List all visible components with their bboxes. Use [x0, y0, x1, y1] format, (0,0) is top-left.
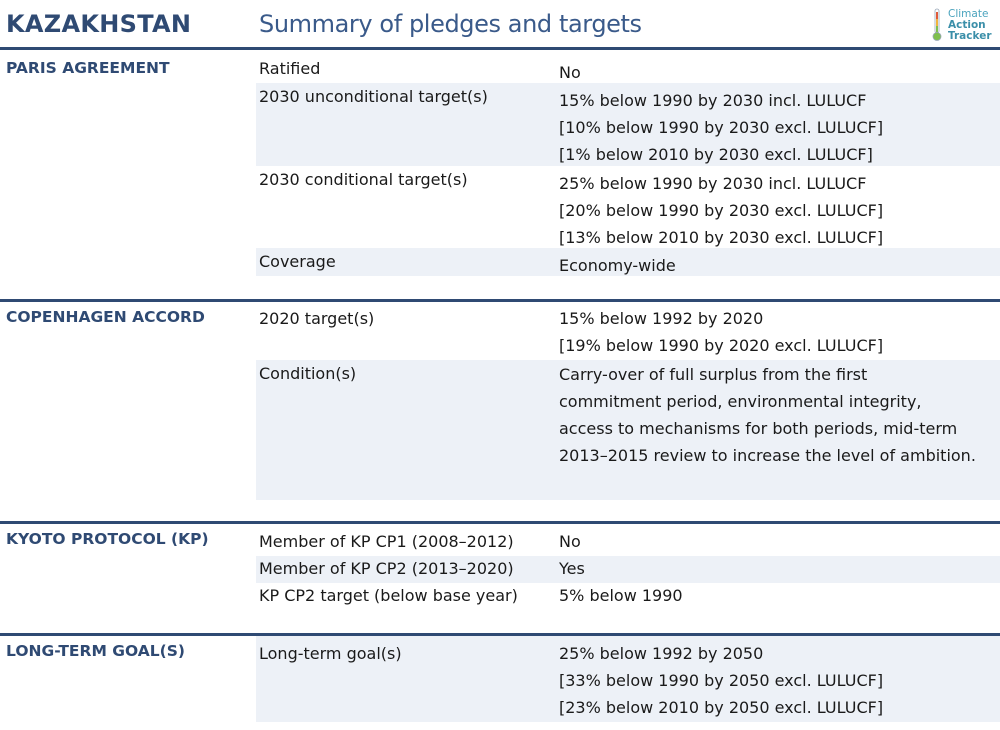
table-row: 2030 conditional target(s) 25% below 199…: [256, 166, 1000, 248]
row-value: No: [559, 63, 581, 82]
table-row: Condition(s) Carry-over of full surplus …: [256, 360, 1000, 500]
country-title: KAZAKHSTAN: [6, 10, 192, 38]
row-value: No: [559, 532, 581, 551]
row-label: Coverage: [259, 252, 336, 271]
section-title: COPENHAGEN ACCORD: [6, 308, 205, 326]
row-value: 15% below 1992 by 2020 [19% below 1990 b…: [559, 309, 884, 355]
row-value: 25% below 1990 by 2030 incl. LULUCF [20%…: [559, 174, 884, 247]
logo-text: Climate Action Tracker: [948, 8, 992, 42]
table-row: Long-term goal(s) 25% below 1992 by 2050…: [256, 636, 1000, 722]
row-value: Economy-wide: [559, 256, 676, 275]
table-row: Coverage Economy-wide: [256, 248, 1000, 276]
table-row: 2030 unconditional target(s) 15% below 1…: [256, 83, 1000, 166]
climate-action-tracker-logo: Climate Action Tracker: [930, 8, 996, 44]
header-rule: [0, 47, 1000, 50]
page-subtitle: Summary of pledges and targets: [259, 10, 642, 38]
row-label: Condition(s): [259, 364, 357, 383]
row-label: Member of KP CP2 (2013–2020): [259, 559, 514, 578]
table-row: Member of KP CP1 (2008–2012) No: [256, 524, 1000, 556]
section-title: PARIS AGREEMENT: [6, 59, 170, 77]
row-value: 25% below 1992 by 2050 [33% below 1990 b…: [559, 644, 884, 717]
section-rule: [0, 299, 1000, 302]
section-title: LONG-TERM GOAL(S): [6, 642, 185, 660]
table-row: Member of KP CP2 (2013–2020) Yes: [256, 556, 1000, 583]
section-kyoto-protocol: KYOTO PROTOCOL (KP) Member of KP CP1 (20…: [0, 521, 1000, 613]
row-value: Carry-over of full surplus from the firs…: [559, 365, 976, 465]
table-row: Ratified No: [256, 55, 1000, 83]
row-label: Long-term goal(s): [259, 644, 402, 663]
row-value: 15% below 1990 by 2030 incl. LULUCF [10%…: [559, 91, 884, 164]
section-title: KYOTO PROTOCOL (KP): [6, 530, 209, 548]
row-value: 5% below 1990: [559, 586, 683, 605]
section-rule: [0, 521, 1000, 524]
row-label: KP CP2 target (below base year): [259, 586, 518, 605]
section-paris-agreement: PARIS AGREEMENT Ratified No 2030 uncondi…: [0, 55, 1000, 277]
section-rule: [0, 633, 1000, 636]
section-long-term-goals: LONG-TERM GOAL(S) Long-term goal(s) 25% …: [0, 633, 1000, 723]
row-label: 2020 target(s): [259, 309, 375, 328]
row-label: Ratified: [259, 59, 321, 78]
row-label: 2030 conditional target(s): [259, 170, 468, 189]
row-label: Member of KP CP1 (2008–2012): [259, 532, 514, 551]
table-row: 2020 target(s) 15% below 1992 by 2020 [1…: [256, 302, 1000, 360]
row-label: 2030 unconditional target(s): [259, 87, 488, 106]
thermometer-icon: [932, 8, 942, 41]
page-header: KAZAKHSTAN Summary of pledges and target…: [0, 0, 1000, 50]
row-value: Yes: [559, 559, 585, 578]
table-row: KP CP2 target (below base year) 5% below…: [256, 583, 1000, 611]
section-copenhagen-accord: COPENHAGEN ACCORD 2020 target(s) 15% bel…: [0, 299, 1000, 501]
